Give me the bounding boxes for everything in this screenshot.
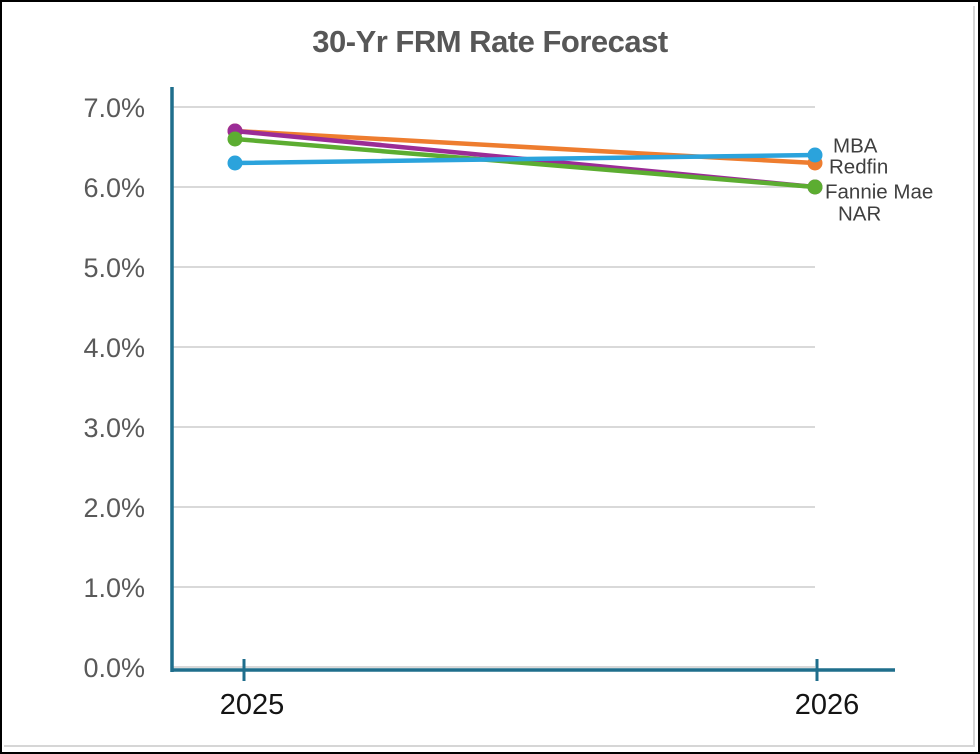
series-label-mba: MBA <box>833 135 878 158</box>
y-axis-tick-label: 0.0% <box>83 653 145 683</box>
y-axis-tick-label: 7.0% <box>83 93 145 123</box>
series-marker-mba <box>807 147 823 163</box>
card-edge-bottom <box>4 745 975 747</box>
y-axis-tick-label: 3.0% <box>83 413 145 443</box>
series-line-mba <box>232 152 818 166</box>
x-axis-tick-label: 2025 <box>220 689 285 721</box>
y-axis-tick-label: 4.0% <box>83 333 145 363</box>
series-marker-mba <box>227 155 243 171</box>
series-label-fannie-mae: Fannie Mae <box>825 181 933 204</box>
y-axis-tick-label: 6.0% <box>83 173 145 203</box>
y-axis-tick-label: 2.0% <box>83 493 145 523</box>
card-edge-right <box>973 6 975 747</box>
y-axis-tick-label: 1.0% <box>83 573 145 603</box>
series-label-nar: NAR <box>838 203 881 226</box>
y-axis-tick-label: 5.0% <box>83 253 145 283</box>
series-label-redfin: Redfin <box>829 156 888 179</box>
series-marker-fannie-mae <box>807 179 823 195</box>
x-axis-tick-label: 2026 <box>795 689 860 721</box>
series-marker-fannie-mae <box>227 131 243 147</box>
chart-title: 30-Yr FRM Rate Forecast <box>312 24 668 59</box>
series-line-fannie-mae <box>232 136 818 190</box>
